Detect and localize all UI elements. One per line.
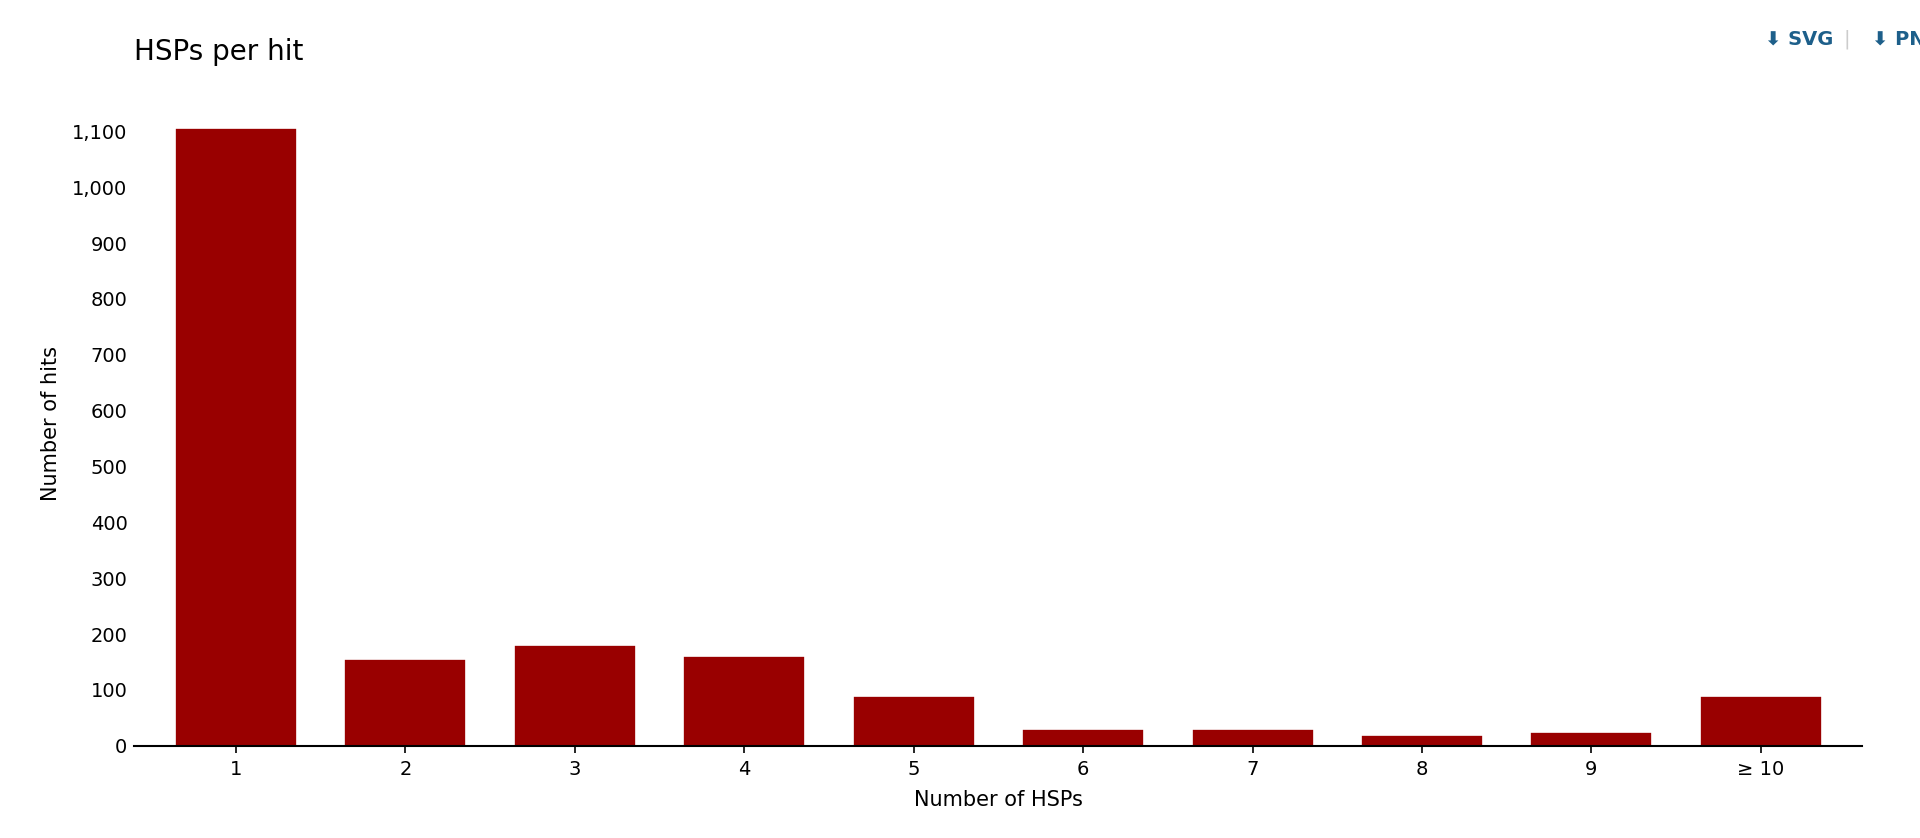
Text: ⬇ SVG: ⬇ SVG [1764, 29, 1834, 49]
Bar [1530, 732, 1653, 746]
Bar [175, 128, 298, 746]
Bar [344, 660, 467, 746]
Text: |: | [1843, 29, 1849, 49]
Bar [515, 645, 636, 746]
Bar [852, 696, 975, 746]
Bar [1699, 696, 1822, 746]
Bar [1192, 729, 1313, 746]
X-axis label: Number of HSPs: Number of HSPs [914, 790, 1083, 810]
Bar [1021, 729, 1144, 746]
Bar [684, 656, 804, 746]
Text: ⬇ PNG: ⬇ PNG [1872, 29, 1920, 49]
Y-axis label: Number of hits: Number of hits [40, 346, 61, 500]
Bar [1361, 735, 1482, 746]
Text: HSPs per hit: HSPs per hit [134, 38, 303, 65]
